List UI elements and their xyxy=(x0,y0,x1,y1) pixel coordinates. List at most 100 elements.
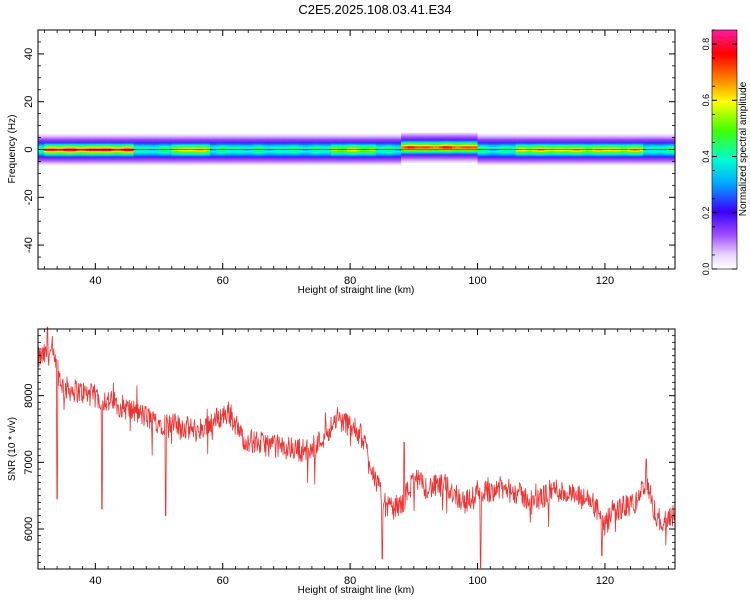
heatmap-cell xyxy=(152,149,157,151)
heatmap-cell xyxy=(85,151,90,154)
heatmap-cell xyxy=(608,155,612,157)
heatmap-cell xyxy=(385,145,389,148)
heatmap-cell xyxy=(257,145,262,148)
heatmap-cell xyxy=(257,150,262,153)
heatmap-cell xyxy=(276,147,281,149)
heatmap-cell xyxy=(79,137,83,140)
heatmap-cell xyxy=(251,151,255,154)
heatmap-cell xyxy=(509,137,513,140)
heatmap-cell xyxy=(184,133,188,136)
heatmap-cell xyxy=(38,162,42,165)
heatmap-cell xyxy=(595,138,599,141)
heatmap-cell xyxy=(557,154,561,156)
heatmap-cell xyxy=(569,143,574,146)
heatmap-cell xyxy=(209,162,214,165)
heatmap-cell xyxy=(385,138,389,141)
heatmap-cell xyxy=(60,136,64,138)
heatmap-cell xyxy=(604,148,609,150)
heatmap-cell xyxy=(426,147,431,149)
heatmap-cell xyxy=(197,138,201,141)
heatmap-cell xyxy=(598,160,603,162)
heatmap-cell xyxy=(146,144,150,147)
heatmap-cell xyxy=(130,148,134,150)
heatmap-cell xyxy=(139,162,144,165)
heatmap-cell xyxy=(159,133,163,136)
heatmap-cell xyxy=(120,151,125,154)
heatmap-cell xyxy=(353,139,357,142)
heatmap-cell xyxy=(324,148,329,150)
heatmap-cell xyxy=(85,141,90,143)
heatmap-cell xyxy=(209,161,214,163)
heatmap-cell xyxy=(471,136,475,138)
heatmap-cell xyxy=(114,161,118,163)
heatmap-cell xyxy=(184,149,188,151)
heatmap-cell xyxy=(458,156,462,159)
heatmap-cell xyxy=(385,136,389,138)
heatmap-cell xyxy=(267,153,271,155)
heatmap-cell xyxy=(114,157,118,160)
heatmap-cell xyxy=(260,141,265,143)
heatmap-cell xyxy=(257,157,262,160)
heatmap-cell xyxy=(190,153,195,155)
heatmap-cell xyxy=(541,143,545,146)
heatmap-cell xyxy=(432,141,437,143)
heatmap-cell xyxy=(346,144,351,147)
heatmap-cell xyxy=(206,141,211,143)
heatmap-cell xyxy=(190,141,195,143)
heatmap-cell xyxy=(111,149,115,151)
heatmap-cell xyxy=(432,137,437,140)
heatmap-cell xyxy=(76,159,80,161)
heatmap-cell xyxy=(104,151,109,154)
heatmap-cell xyxy=(538,160,542,162)
heatmap-cell xyxy=(311,139,316,142)
heatmap-cell xyxy=(573,157,577,160)
heatmap-cell xyxy=(168,154,173,156)
heatmap-cell xyxy=(576,151,580,154)
heatmap-cell xyxy=(518,141,523,143)
heatmap-cell xyxy=(569,156,574,159)
heatmap-cell xyxy=(111,154,115,156)
heatmap-cell xyxy=(375,161,380,163)
heatmap-cell xyxy=(152,142,157,144)
heatmap-cell xyxy=(550,143,555,146)
heatmap-cell xyxy=(343,135,348,137)
heatmap-cell xyxy=(82,147,87,149)
heatmap-cell xyxy=(171,161,176,163)
heatmap-cell xyxy=(235,135,239,137)
heatmap-cell xyxy=(576,143,580,146)
heatmap-cell xyxy=(563,142,568,144)
heatmap-cell xyxy=(547,135,552,137)
heatmap-cell xyxy=(496,155,501,157)
heatmap-cell xyxy=(168,159,173,161)
heatmap-cell xyxy=(467,161,472,163)
heatmap-cell xyxy=(120,139,125,142)
heatmap-cell xyxy=(420,149,424,151)
heatmap-cell xyxy=(101,145,106,148)
heatmap-cell xyxy=(165,150,169,153)
heatmap-cell xyxy=(579,153,583,155)
heatmap-cell xyxy=(146,160,150,162)
heatmap-cell xyxy=(452,137,456,140)
heatmap-cell xyxy=(123,139,128,142)
heatmap-cell xyxy=(171,162,176,165)
heatmap-cell xyxy=(601,148,606,150)
heatmap-cell xyxy=(69,138,74,141)
heatmap-cell xyxy=(503,149,507,151)
heatmap-cell xyxy=(624,148,628,150)
heatmap-cell xyxy=(171,139,176,142)
heatmap-cell xyxy=(194,145,198,148)
heatmap-cell xyxy=(286,147,290,149)
heatmap-cell xyxy=(630,163,634,166)
heatmap-cell xyxy=(541,137,545,140)
heatmap-cell xyxy=(461,145,466,148)
heatmap-cell xyxy=(289,143,294,146)
heatmap-cell xyxy=(397,156,402,159)
heatmap-cell xyxy=(417,133,421,136)
heatmap-cell xyxy=(413,160,418,162)
heatmap-cell xyxy=(455,155,459,157)
heatmap-cell xyxy=(557,148,561,150)
heatmap-cell xyxy=(410,136,415,138)
heatmap-cell xyxy=(375,137,380,140)
heatmap-cell xyxy=(614,133,618,136)
heatmap-cell xyxy=(350,135,354,137)
